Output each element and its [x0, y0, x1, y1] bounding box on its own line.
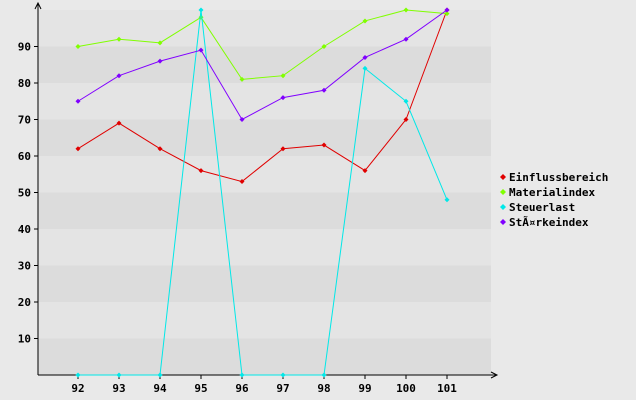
- data-point: [321, 142, 327, 148]
- x-tick-label: 100: [396, 382, 416, 395]
- data-point: [362, 168, 368, 174]
- grid-band: [38, 119, 491, 156]
- data-point: [280, 73, 286, 79]
- series-2: [75, 7, 450, 378]
- data-point: [403, 7, 409, 13]
- data-point: [75, 44, 81, 49]
- data-point: [362, 65, 368, 71]
- legend: Einflussbereich Materialindex Steuerlast St…: [500, 171, 608, 229]
- grid-band: [38, 302, 491, 339]
- x-tick-label: 97: [276, 382, 289, 395]
- y-tick-label: 60: [18, 150, 31, 163]
- series-lines: [75, 7, 450, 378]
- data-point: [280, 372, 286, 378]
- legend-label: Materialindex: [509, 186, 595, 199]
- data-point: [75, 98, 81, 104]
- grid-band: [38, 338, 491, 375]
- y-axis-arrow: [34, 1, 42, 10]
- y-tick-label: 70: [18, 114, 31, 127]
- x-tick-label: 93: [112, 382, 125, 395]
- x-tick-label: 98: [317, 382, 330, 395]
- grid-band: [38, 83, 491, 120]
- legend-label: Steuerlast: [509, 201, 575, 214]
- series-line: [77, 9, 448, 183]
- x-axis-arrow: [490, 371, 499, 379]
- legend-marker: [500, 174, 506, 180]
- series-0: [75, 7, 450, 185]
- data-point: [75, 146, 81, 152]
- legend-marker: [500, 219, 506, 225]
- data-point: [239, 117, 245, 122]
- series-1: [75, 7, 450, 82]
- data-point: [403, 98, 409, 104]
- grid-bands: [38, 10, 491, 375]
- legend-marker: [500, 189, 506, 195]
- x-tick-label: 99: [358, 382, 371, 395]
- y-axis-ticks: 10 20 30 40 50 60 70 80 90: [18, 41, 38, 346]
- series-line: [78, 9, 448, 376]
- data-point: [444, 197, 450, 203]
- data-point: [239, 372, 245, 378]
- y-tick-label: 20: [18, 296, 31, 309]
- x-tick-label: 94: [153, 382, 167, 395]
- data-point: [116, 120, 122, 126]
- data-point: [321, 372, 327, 378]
- y-tick-label: 90: [18, 41, 31, 54]
- grid-band: [38, 192, 491, 229]
- data-point: [403, 36, 409, 42]
- data-point: [321, 87, 327, 93]
- data-point: [239, 179, 245, 185]
- data-point: [362, 18, 368, 24]
- legend-label: StÃ¤rkeindex: [509, 216, 589, 229]
- legend-marker: [500, 204, 506, 210]
- data-point: [444, 11, 450, 17]
- x-tick-label: 96: [235, 382, 249, 395]
- data-point: [280, 146, 286, 152]
- data-point: [403, 117, 409, 122]
- data-point: [362, 54, 368, 60]
- data-point: [157, 40, 163, 46]
- y-tick-label: 10: [18, 333, 31, 346]
- data-point: [198, 47, 204, 53]
- data-point: [116, 372, 122, 378]
- data-point: [75, 372, 81, 378]
- y-tick-label: 30: [18, 260, 31, 273]
- data-point: [198, 7, 204, 13]
- y-tick-label: 50: [18, 187, 31, 200]
- data-point: [239, 76, 245, 82]
- x-axis-ticks: 92 93 94 95 96 97 98 99 100 101: [71, 375, 457, 395]
- data-point: [280, 95, 286, 101]
- y-tick-label: 40: [18, 223, 31, 236]
- data-point: [116, 36, 122, 42]
- y-tick-label: 80: [18, 77, 31, 90]
- legend-label: Einflussbereich: [509, 171, 608, 184]
- grid-band: [38, 156, 491, 193]
- data-point: [157, 58, 163, 64]
- data-point: [444, 7, 450, 13]
- series-3: [75, 7, 450, 122]
- data-point: [198, 168, 204, 174]
- data-point: [116, 73, 122, 79]
- data-point: [157, 146, 163, 152]
- data-point: [157, 372, 163, 378]
- series-line: [77, 9, 448, 80]
- x-tick-label: 92: [71, 382, 84, 395]
- x-tick-label: 95: [194, 382, 207, 395]
- grid-band: [38, 265, 491, 302]
- data-point: [321, 44, 327, 49]
- grid-band: [38, 229, 491, 266]
- x-tick-label: 101: [437, 382, 457, 395]
- series-line: [77, 9, 448, 121]
